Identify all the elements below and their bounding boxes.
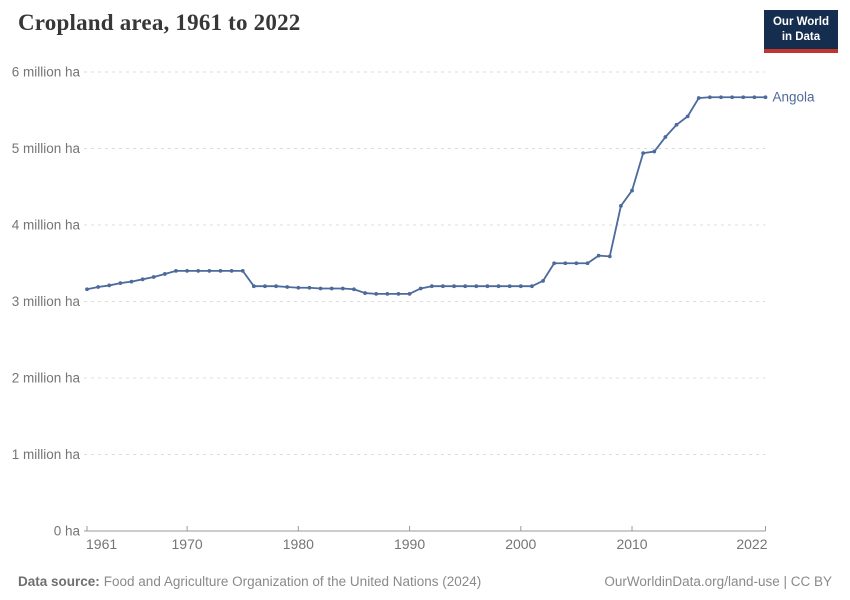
y-axis-label: 5 million ha — [12, 141, 81, 156]
data-point[interactable] — [763, 95, 768, 100]
x-axis-label: 2022 — [736, 536, 767, 552]
data-point[interactable] — [541, 278, 545, 283]
x-axis-label: 1990 — [394, 536, 425, 552]
data-point[interactable] — [630, 188, 634, 193]
y-axis-label: 1 million ha — [12, 447, 81, 462]
data-point[interactable] — [374, 291, 379, 296]
data-point[interactable] — [574, 261, 579, 266]
data-point[interactable] — [674, 122, 679, 127]
data-point[interactable] — [485, 284, 490, 289]
series-line-angola[interactable] — [86, 96, 767, 295]
x-axis-label: 1961 — [86, 536, 117, 552]
data-point[interactable] — [496, 284, 501, 289]
data-point[interactable] — [285, 285, 290, 289]
x-axis-label: 1970 — [172, 536, 203, 552]
data-point[interactable] — [162, 272, 167, 276]
data-point[interactable] — [296, 285, 301, 290]
data-point[interactable] — [251, 284, 256, 289]
data-point[interactable] — [552, 261, 557, 266]
data-point[interactable] — [96, 285, 101, 289]
data-point[interactable] — [441, 284, 445, 289]
data-point[interactable] — [707, 95, 712, 100]
data-point[interactable] — [696, 96, 701, 100]
data-point[interactable] — [140, 277, 145, 282]
data-point[interactable] — [407, 291, 412, 296]
y-axis-label: 0 ha — [54, 524, 81, 539]
x-axis-label: 2010 — [616, 536, 647, 552]
data-point[interactable] — [151, 275, 156, 279]
data-point[interactable] — [429, 284, 434, 289]
y-axis-label: 4 million ha — [12, 218, 81, 233]
data-point[interactable] — [507, 284, 512, 289]
data-point[interactable] — [741, 95, 746, 100]
data-point[interactable] — [685, 114, 690, 119]
data-source-text: Food and Agriculture Organization of the… — [103, 574, 482, 589]
data-point[interactable] — [530, 284, 534, 289]
data-point[interactable] — [329, 286, 334, 291]
data-point[interactable] — [129, 279, 134, 284]
x-axis-label: 1980 — [283, 536, 314, 552]
data-point[interactable] — [518, 284, 523, 289]
data-point[interactable] — [274, 284, 278, 289]
data-point[interactable] — [307, 285, 312, 290]
credit-link[interactable]: OurWorldinData.org/land-use | CC BY — [604, 574, 832, 589]
data-point[interactable] — [563, 261, 568, 266]
data-point[interactable] — [585, 261, 590, 266]
chart-footer: Data source: Food and Agriculture Organiz… — [18, 574, 832, 589]
x-axis-label: 2000 — [505, 536, 536, 552]
data-point[interactable] — [396, 291, 401, 296]
owid-logo-line1: Our World — [772, 16, 829, 28]
data-point[interactable] — [719, 95, 723, 100]
data-point[interactable] — [385, 291, 390, 296]
data-point[interactable] — [218, 269, 223, 273]
data-point[interactable] — [363, 291, 367, 295]
data-point[interactable] — [185, 269, 190, 273]
data-point[interactable] — [641, 151, 646, 155]
series-end-label: Angola — [773, 90, 816, 105]
y-axis-label: 2 million ha — [12, 371, 81, 386]
data-point[interactable] — [474, 284, 479, 289]
data-point[interactable] — [340, 286, 345, 291]
data-source-label: Data source: — [18, 574, 100, 589]
data-point[interactable] — [174, 269, 178, 273]
data-point[interactable] — [752, 95, 757, 100]
owid-logo-line2: in Data — [781, 30, 821, 43]
y-axis-label: 3 million ha — [12, 294, 81, 309]
data-point[interactable] — [463, 284, 468, 289]
data-point[interactable] — [318, 286, 323, 291]
data-point[interactable] — [607, 254, 612, 259]
data-point[interactable] — [619, 203, 623, 208]
data-point[interactable] — [596, 253, 601, 258]
data-point[interactable] — [730, 95, 735, 100]
data-point[interactable] — [118, 281, 123, 286]
data-source: Data source: Food and Agriculture Organiz… — [18, 574, 481, 589]
data-point[interactable] — [107, 283, 112, 288]
data-point[interactable] — [85, 287, 89, 292]
data-point[interactable] — [196, 269, 201, 273]
data-point[interactable] — [652, 149, 657, 154]
data-point[interactable] — [352, 287, 356, 292]
data-point[interactable] — [229, 269, 234, 273]
owid-logo[interactable]: Our World in Data — [763, 10, 838, 53]
data-point[interactable] — [240, 269, 245, 273]
data-point[interactable] — [452, 284, 456, 289]
page-title: Cropland area, 1961 to 2022 — [18, 10, 301, 35]
data-point[interactable] — [207, 269, 212, 273]
data-point[interactable] — [418, 286, 423, 291]
data-point[interactable] — [663, 135, 668, 139]
data-point[interactable] — [263, 284, 267, 289]
y-axis-label: 6 million ha — [12, 65, 81, 80]
